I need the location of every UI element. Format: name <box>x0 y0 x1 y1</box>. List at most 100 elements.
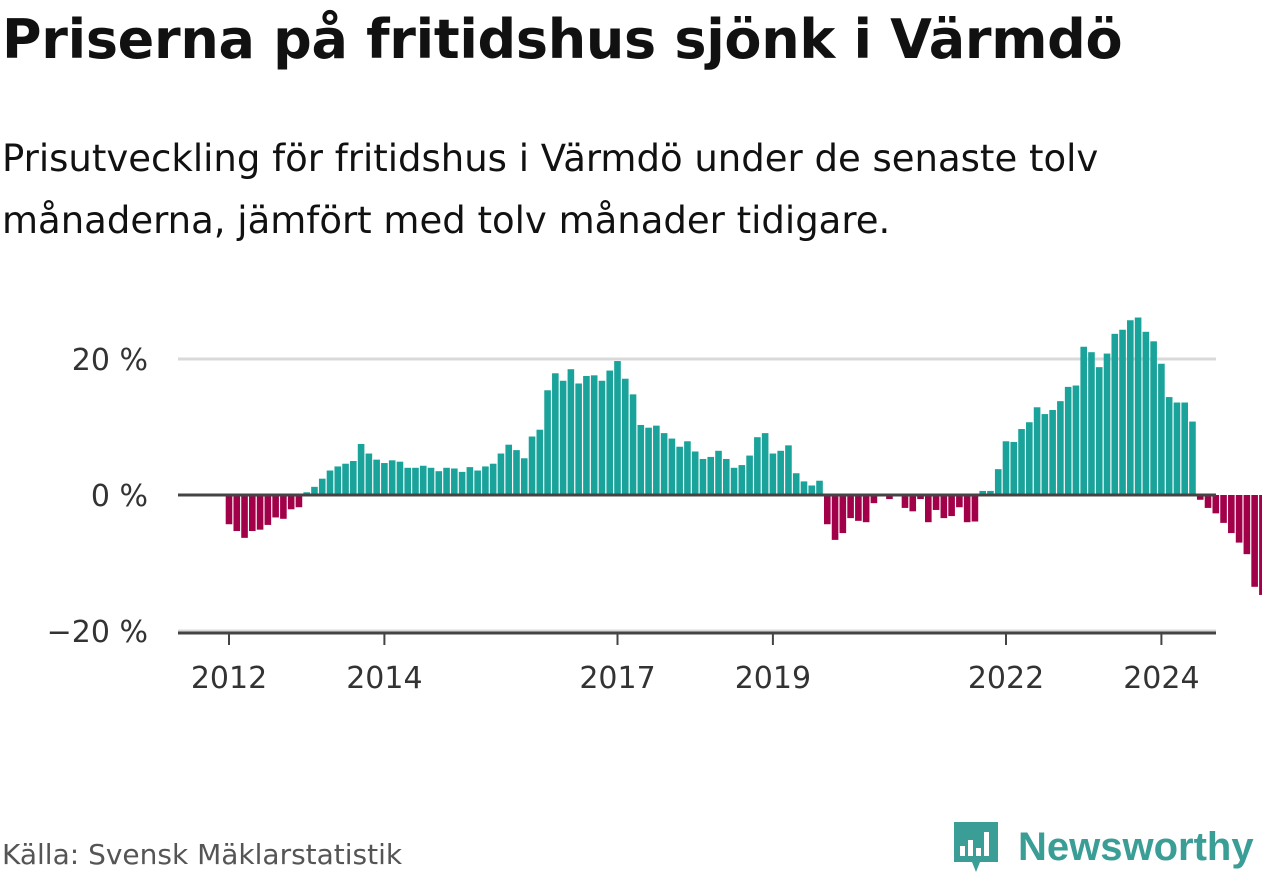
bar-128 <box>1220 495 1227 523</box>
bar-66 <box>738 465 746 495</box>
bar-67 <box>746 455 753 495</box>
bar-74 <box>800 481 808 495</box>
bar-93 <box>948 495 955 517</box>
y-tick-label-0: 20 % <box>72 343 148 378</box>
bar-115 <box>1119 329 1126 495</box>
bar-98 <box>987 490 994 495</box>
bar-43 <box>559 380 567 495</box>
bar-99 <box>994 469 1002 495</box>
bar-79 <box>839 495 847 534</box>
bar-90 <box>925 495 932 523</box>
bar-127 <box>1212 495 1220 514</box>
bar-69 <box>761 433 769 495</box>
bar-16 <box>350 461 357 495</box>
bar-118 <box>1142 331 1150 495</box>
bar-31 <box>466 467 474 495</box>
bar-24 <box>412 467 419 495</box>
bar-35 <box>497 453 505 495</box>
source-note: Källa: Svensk Mäklarstatistik <box>2 838 403 871</box>
bar-123 <box>1181 402 1189 495</box>
bar-110 <box>1080 346 1087 495</box>
bar-97 <box>979 490 986 495</box>
bar-41 <box>544 390 551 495</box>
bar-119 <box>1150 341 1157 495</box>
bar-122 <box>1173 402 1181 495</box>
bar-15 <box>342 463 349 495</box>
bar-75 <box>808 485 816 495</box>
bar-49 <box>606 370 614 495</box>
bar-1 <box>233 495 241 532</box>
x-tick-label-0: 2012 <box>191 661 267 696</box>
bar-12 <box>318 478 326 495</box>
bar-44 <box>567 369 575 495</box>
bar-59 <box>684 441 691 495</box>
bar-40 <box>536 429 544 495</box>
bar-6 <box>272 495 279 518</box>
bar-130 <box>1235 495 1243 543</box>
x-tick-label-3: 2019 <box>735 661 811 696</box>
bar-61 <box>699 458 707 495</box>
bar-64 <box>722 458 730 495</box>
bar-80 <box>847 495 854 519</box>
chart-subtitle: Prisutveckling för fritidshus i Värmdö u… <box>2 137 1099 242</box>
bar-25 <box>419 465 427 495</box>
y-tick-label-1: 0 % <box>91 479 148 514</box>
bar-18 <box>365 453 373 495</box>
bar-95 <box>963 495 971 523</box>
bar-58 <box>676 446 683 495</box>
bar-20 <box>381 463 388 495</box>
bar-36 <box>505 444 513 495</box>
bar-48 <box>598 380 606 495</box>
x-tick-label-1: 2014 <box>346 661 422 696</box>
bar-103 <box>1026 422 1033 495</box>
bar-73 <box>792 473 800 495</box>
bar-33 <box>482 466 489 495</box>
bar-2 <box>241 495 248 538</box>
bar-19 <box>373 459 380 495</box>
bar-71 <box>777 450 784 495</box>
bar-85 <box>886 495 893 500</box>
bar-129 <box>1228 495 1235 534</box>
bar-63 <box>715 450 722 495</box>
bar-52 <box>629 394 637 495</box>
bar-60 <box>691 451 699 495</box>
bar-65 <box>730 467 738 495</box>
chart-title: Priserna på fritidshus sjönk i Värmdö <box>2 8 1123 71</box>
gridlines <box>178 357 1216 633</box>
bar-34 <box>489 463 497 495</box>
bar-57 <box>668 438 676 495</box>
bar-32 <box>474 470 481 495</box>
bar-109 <box>1072 385 1080 495</box>
bar-23 <box>404 467 412 495</box>
bar-94 <box>956 495 963 508</box>
x-tick-label-2: 2017 <box>579 661 655 696</box>
bar-47 <box>590 375 598 495</box>
bar-45 <box>575 383 582 495</box>
bar-114 <box>1111 333 1119 495</box>
bar-100 <box>1002 441 1010 495</box>
bar-87 <box>901 495 909 508</box>
bar-51 <box>621 378 629 495</box>
bar-124 <box>1189 421 1196 495</box>
bar-121 <box>1165 397 1173 495</box>
bar-88 <box>909 495 917 512</box>
bar-72 <box>785 445 792 495</box>
brand-logo[interactable]: Newsworthy <box>950 818 1254 876</box>
bar-22 <box>396 461 404 495</box>
axes <box>178 493 1216 645</box>
bar-133 <box>1259 495 1262 595</box>
bar-120 <box>1158 363 1165 495</box>
bar-39 <box>528 436 536 495</box>
bar-30 <box>458 471 466 495</box>
bar-54 <box>645 427 652 495</box>
bar-5 <box>264 495 272 525</box>
bar-106 <box>1049 410 1056 495</box>
bar-series <box>225 317 1262 595</box>
bar-132 <box>1251 495 1258 587</box>
bar-78 <box>831 495 839 540</box>
bar-70 <box>769 453 777 495</box>
bar-50 <box>614 361 621 495</box>
bar-108 <box>1064 386 1072 495</box>
bar-76 <box>816 480 823 495</box>
